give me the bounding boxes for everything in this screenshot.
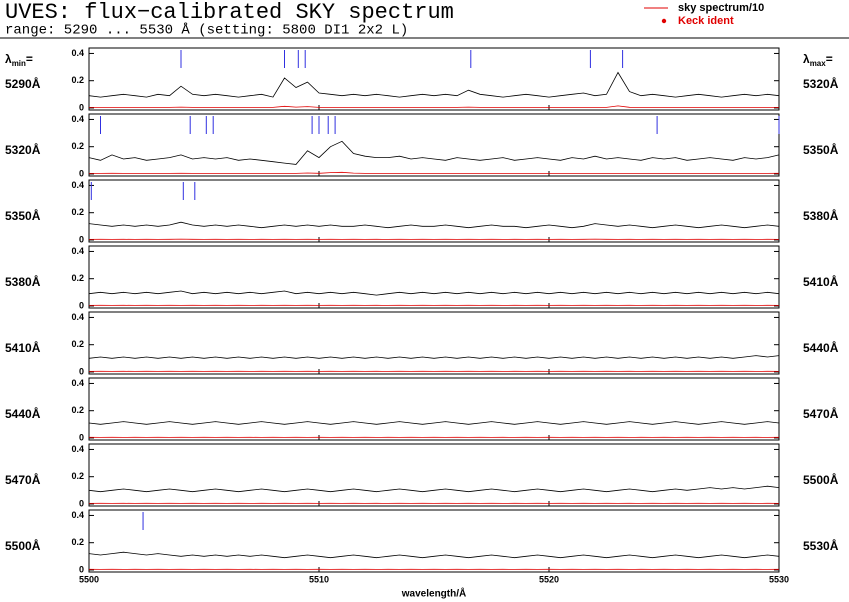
legend-label: Keck ident	[678, 15, 734, 27]
y-tick-label: 0	[79, 234, 84, 244]
y-tick-label: 0	[79, 564, 84, 574]
flux-line	[88, 140, 780, 165]
lambda-symbol: λ	[5, 52, 12, 66]
y-tick-label: 0	[79, 102, 84, 112]
x-tick-label: 5520	[539, 574, 559, 584]
y-tick-label: 0	[79, 498, 84, 508]
lambda-symbol: λ	[803, 52, 810, 66]
panel-label-left: 5380Å	[5, 274, 41, 289]
y-tick-label: 0.4	[71, 48, 84, 58]
y-tick-label: 0	[79, 366, 84, 376]
flux-line	[88, 355, 780, 359]
panel-label-left: 5470Å	[5, 472, 41, 487]
panel-frame	[88, 113, 780, 177]
x-tick-label: 5510	[309, 574, 329, 584]
y-tick-label: 0.4	[71, 444, 84, 454]
y-tick-label: 0.2	[71, 75, 84, 85]
y-tick-label: 0.2	[71, 537, 84, 547]
legend-label: sky spectrum/10	[678, 2, 764, 14]
lambda-suffix: =	[826, 52, 833, 66]
panel-label-left: 5500Å	[5, 538, 41, 553]
flux-line	[88, 290, 780, 296]
panel-frame	[88, 245, 780, 309]
panel-label-left: 5440Å	[5, 406, 41, 421]
panel-label-left: 5320Å	[5, 142, 41, 157]
y-tick-label: 0	[79, 168, 84, 178]
panel-frame	[88, 311, 780, 375]
y-tick-label: 0.4	[71, 114, 84, 124]
panel-label-left: 5350Å	[5, 208, 41, 223]
y-tick-label: 0.2	[71, 339, 84, 349]
panel-frame	[88, 509, 780, 573]
y-tick-label: 0.2	[71, 405, 84, 415]
lambda-heading: λmax=	[803, 52, 833, 68]
panel-label-right: 5380Å	[803, 208, 839, 223]
flux-line	[88, 421, 780, 425]
lambda-suffix: =	[26, 52, 33, 66]
panel-label-right: 5350Å	[803, 142, 839, 157]
x-tick-label: 5530	[769, 574, 789, 584]
y-tick-label: 0.2	[71, 207, 84, 217]
y-tick-label: 0	[79, 432, 84, 442]
flux-line	[88, 221, 780, 229]
y-tick-label: 0.2	[71, 141, 84, 151]
y-tick-label: 0.4	[71, 312, 84, 322]
sky-line	[89, 105, 779, 108]
chart-subtitle: range: 5290 ... 5530 Å (setting: 5800 DI…	[5, 22, 408, 39]
lambda-sub: min	[12, 59, 26, 68]
y-tick-label: 0.4	[71, 378, 84, 388]
legend-dot	[661, 18, 667, 24]
panel-frame	[88, 377, 780, 441]
chart-title: UVES: flux−calibrated SKY spectrum	[5, 0, 454, 25]
x-axis-label: wavelength/Å	[401, 587, 466, 600]
y-tick-label: 0.2	[71, 273, 84, 283]
panel-label-right: 5440Å	[803, 340, 839, 355]
panel-label-right: 5410Å	[803, 274, 839, 289]
sky-line	[89, 171, 780, 174]
y-tick-label: 0.2	[71, 471, 84, 481]
lambda-sub: max	[810, 59, 827, 68]
lambda-heading: λmin=	[5, 52, 33, 68]
panel-label-left: 5290Å	[5, 76, 41, 91]
panel-label-left: 5410Å	[5, 340, 41, 355]
flux-line	[88, 71, 780, 98]
panel-label-right: 5470Å	[803, 406, 839, 421]
flux-line	[88, 551, 780, 559]
x-tick-label: 5500	[79, 574, 99, 584]
panel-frame	[88, 47, 780, 111]
y-tick-label: 0.4	[71, 510, 84, 520]
panel-label-right: 5500Å	[803, 472, 839, 487]
y-tick-label: 0	[79, 300, 84, 310]
y-tick-label: 0.4	[71, 180, 84, 190]
flux-line	[88, 485, 780, 493]
panel-label-right: 5320Å	[803, 76, 839, 91]
panel-label-right: 5530Å	[803, 538, 839, 553]
panel-frame	[88, 443, 780, 507]
panel-frame	[88, 179, 780, 243]
y-tick-label: 0.4	[71, 246, 84, 256]
